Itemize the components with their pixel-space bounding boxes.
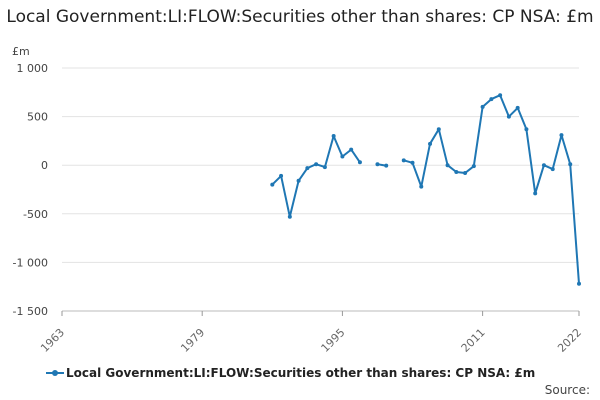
x-axis-ticks: 1963 1979 1995 2011 2022 (38, 311, 584, 355)
data-point (296, 178, 301, 183)
data-point (314, 162, 319, 167)
y-tick-label: -500 (23, 208, 48, 221)
y-tick-label: 1 000 (17, 62, 49, 75)
x-tick-label: 1979 (178, 326, 207, 355)
series-line (271, 135, 361, 218)
x-tick-label: 1963 (38, 326, 67, 355)
series-layer (270, 93, 581, 286)
data-point (287, 214, 292, 219)
data-point (524, 127, 529, 132)
data-point (568, 162, 573, 167)
series-line (403, 94, 580, 284)
data-point (384, 163, 389, 168)
data-point (322, 165, 327, 170)
data-point (541, 163, 546, 168)
y-tick-label: 500 (27, 111, 48, 124)
data-point (515, 105, 520, 110)
data-point (480, 104, 485, 109)
data-point (428, 141, 433, 146)
data-point (270, 182, 275, 187)
source-note: Source: (544, 383, 590, 397)
data-point (533, 191, 538, 196)
chart-title: Local Government:LI:FLOW:Securities othe… (6, 7, 594, 27)
y-axis-ticks: 1 000 500 0 -500 -1 000 -1 500 (13, 62, 48, 318)
y-tick-label: 0 (41, 159, 48, 172)
data-point (305, 166, 310, 171)
gridlines (62, 67, 579, 312)
x-tick-label: 1995 (319, 326, 348, 355)
data-point (550, 167, 555, 172)
data-point (577, 281, 581, 286)
y-tick-label: -1 500 (13, 305, 48, 318)
data-point (375, 162, 380, 167)
data-point (401, 158, 406, 163)
data-point (349, 147, 354, 152)
data-point (410, 160, 415, 165)
data-point (489, 97, 494, 102)
data-point (340, 154, 345, 159)
data-point (471, 164, 476, 169)
legend[interactable]: Local Government:LI:FLOW:Securities othe… (46, 366, 535, 380)
data-point (498, 93, 503, 98)
data-point (419, 184, 424, 189)
legend-swatch (46, 368, 64, 378)
data-point (331, 134, 336, 139)
data-point (559, 133, 564, 138)
legend-label: Local Government:LI:FLOW:Securities othe… (66, 366, 536, 380)
x-tick-label: 2022 (555, 326, 584, 355)
data-point (357, 160, 362, 165)
x-tick-label: 2011 (459, 326, 488, 355)
data-point (506, 114, 511, 119)
data-point (445, 163, 450, 168)
y-tick-label: -1 000 (13, 256, 48, 269)
data-point (454, 170, 459, 175)
y-unit-label: £m (12, 45, 30, 58)
data-point (436, 127, 441, 132)
data-point (463, 170, 468, 175)
data-point (279, 173, 284, 178)
